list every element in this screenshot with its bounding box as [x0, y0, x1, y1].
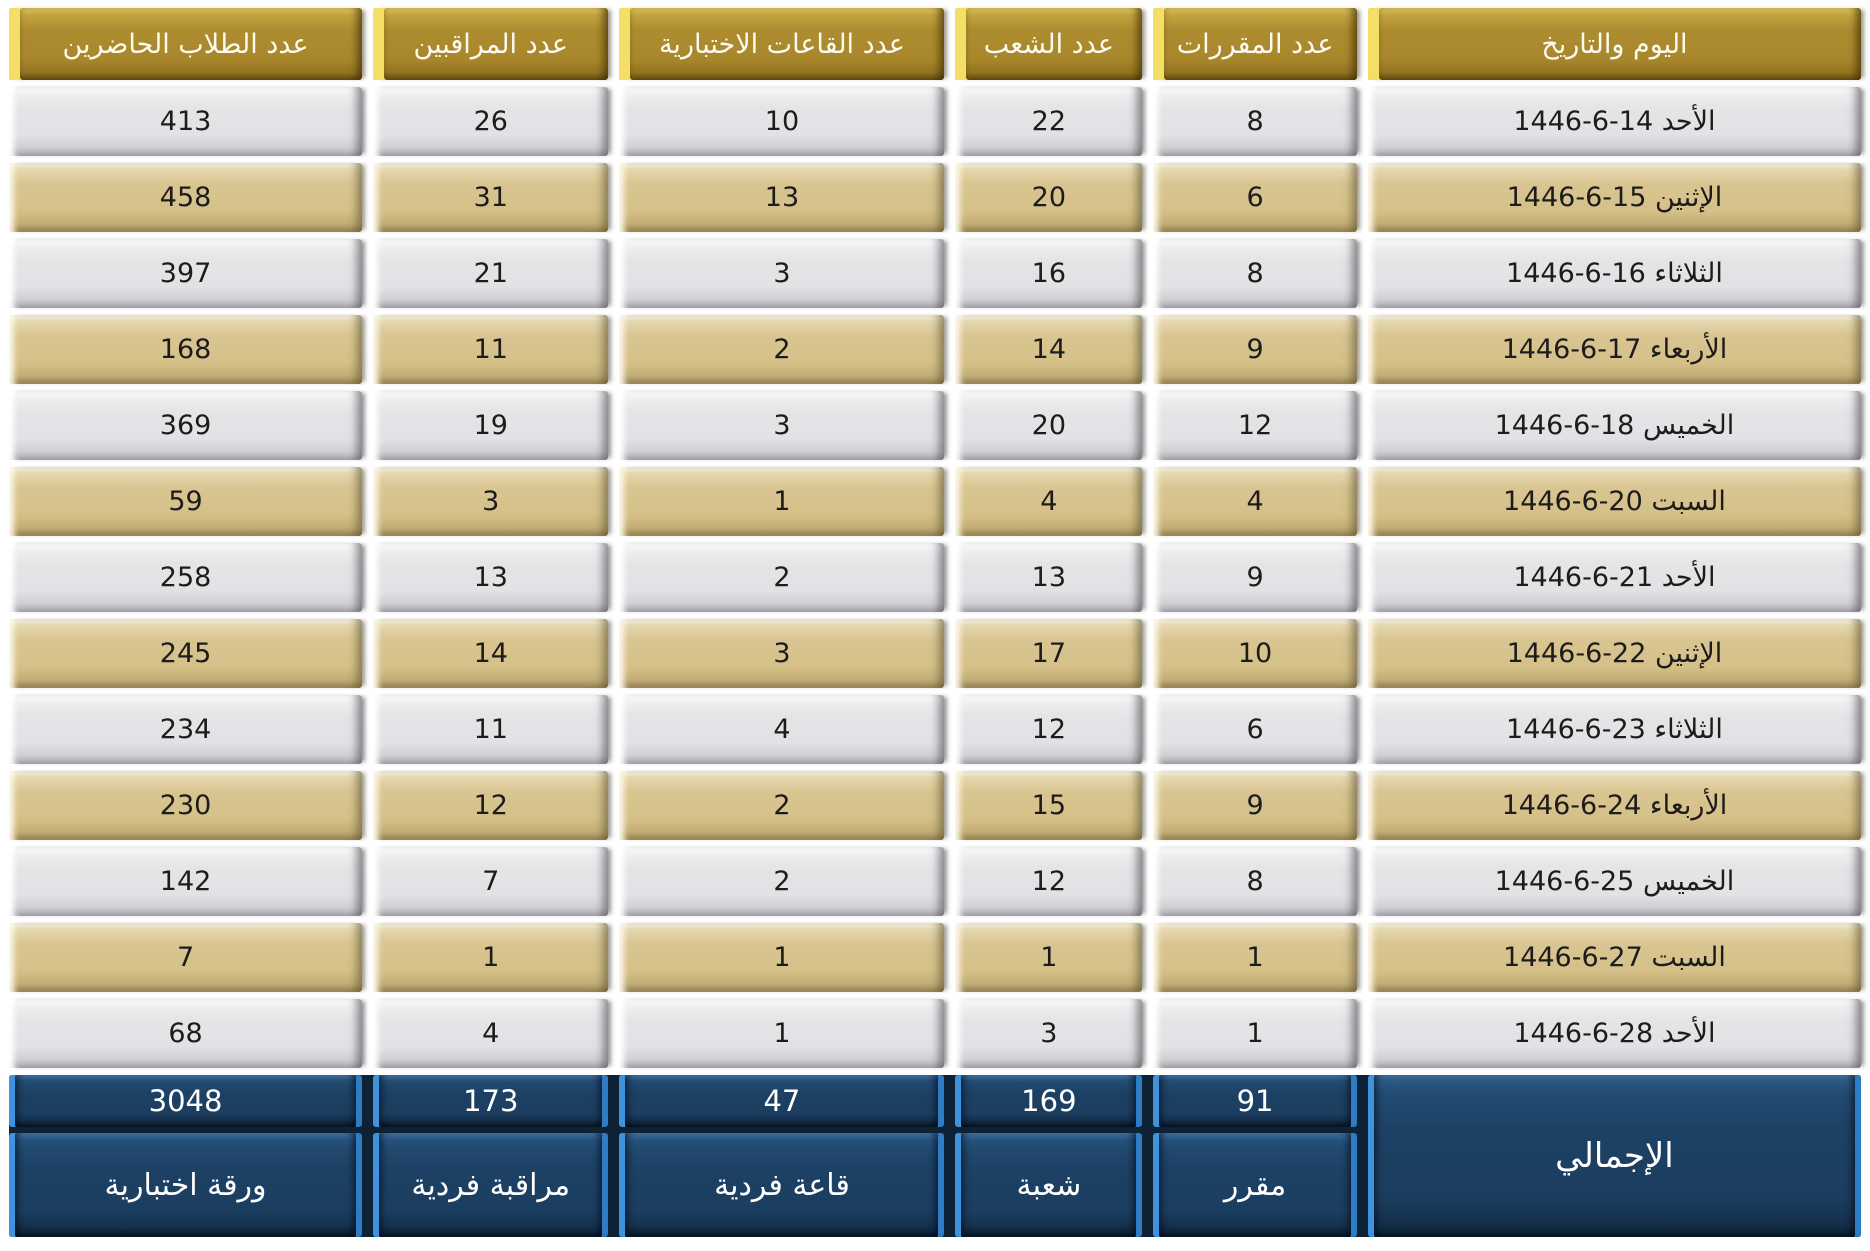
cell-courses: 9: [1153, 315, 1357, 384]
cell-courses: 8: [1153, 87, 1357, 156]
cell-courses: 6: [1153, 695, 1357, 764]
cell-students: 234: [9, 695, 363, 764]
exam-schedule-table: اليوم والتاريخ عدد المقررات عدد الشعب عد…: [9, 8, 1861, 1237]
cell-courses: 12: [1153, 391, 1357, 460]
cell-students: 59: [9, 467, 363, 536]
cell-date: الإثنين 22-6-1446: [1367, 619, 1861, 688]
cell-halls: 13: [619, 163, 945, 232]
cell-halls: 1: [619, 999, 945, 1068]
cell-proctors: 31: [373, 163, 609, 232]
cell-date: الأحد 21-6-1446: [1367, 543, 1861, 612]
cell-proctors: 12: [373, 771, 609, 840]
cell-courses: 9: [1153, 771, 1357, 840]
cell-students: 142: [9, 847, 363, 916]
footer-total-sections: 169: [955, 1075, 1143, 1127]
cell-courses: 8: [1153, 239, 1357, 308]
cell-courses: 9: [1153, 543, 1357, 612]
footer-unit-halls: قاعة فردية: [619, 1133, 945, 1237]
cell-sections: 15: [955, 771, 1143, 840]
cell-halls: 2: [619, 315, 945, 384]
cell-halls: 3: [619, 619, 945, 688]
cell-halls: 4: [619, 695, 945, 764]
cell-proctors: 26: [373, 87, 609, 156]
cell-proctors: 19: [373, 391, 609, 460]
header-halls: عدد القاعات الاختبارية: [619, 8, 945, 80]
cell-date: الأربعاء 24-6-1446: [1367, 771, 1861, 840]
cell-courses: 10: [1153, 619, 1357, 688]
cell-date: الإثنين 15-6-1446: [1367, 163, 1861, 232]
table-main: اليوم والتاريخ عدد المقررات عدد الشعب عد…: [9, 8, 1861, 1068]
cell-sections: 14: [955, 315, 1143, 384]
cell-proctors: 11: [373, 315, 609, 384]
cell-date: السبت 27-6-1446: [1367, 923, 1861, 992]
cell-courses: 4: [1153, 467, 1357, 536]
cell-halls: 2: [619, 543, 945, 612]
cell-date: الأربعاء 17-6-1446: [1367, 315, 1861, 384]
footer-unit-proctors: مراقبة فردية: [373, 1133, 609, 1237]
cell-sections: 4: [955, 467, 1143, 536]
cell-halls: 2: [619, 771, 945, 840]
cell-sections: 12: [955, 695, 1143, 764]
cell-halls: 3: [619, 239, 945, 308]
cell-halls: 1: [619, 923, 945, 992]
cell-proctors: 11: [373, 695, 609, 764]
cell-sections: 20: [955, 391, 1143, 460]
footer-total-courses: 91: [1153, 1075, 1357, 1127]
footer-total-proctors: 173: [373, 1075, 609, 1127]
cell-proctors: 4: [373, 999, 609, 1068]
cell-sections: 16: [955, 239, 1143, 308]
cell-sections: 13: [955, 543, 1143, 612]
cell-students: 369: [9, 391, 363, 460]
cell-date: الأحد 14-6-1446: [1367, 87, 1861, 156]
cell-students: 7: [9, 923, 363, 992]
cell-courses: 8: [1153, 847, 1357, 916]
header-courses: عدد المقررات: [1153, 8, 1357, 80]
cell-proctors: 1: [373, 923, 609, 992]
cell-courses: 1: [1153, 923, 1357, 992]
cell-proctors: 3: [373, 467, 609, 536]
cell-proctors: 14: [373, 619, 609, 688]
cell-date: الأحد 28-6-1446: [1367, 999, 1861, 1068]
cell-proctors: 7: [373, 847, 609, 916]
header-day-date: اليوم والتاريخ: [1367, 8, 1861, 80]
cell-halls: 1: [619, 467, 945, 536]
footer-unit-students: ورقة اختبارية: [9, 1133, 363, 1237]
cell-sections: 22: [955, 87, 1143, 156]
cell-students: 168: [9, 315, 363, 384]
header-students: عدد الطلاب الحاضرين: [9, 8, 363, 80]
cell-sections: 20: [955, 163, 1143, 232]
cell-date: السبت 20-6-1446: [1367, 467, 1861, 536]
cell-date: الثلاثاء 23-6-1446: [1367, 695, 1861, 764]
cell-sections: 1: [955, 923, 1143, 992]
cell-courses: 1: [1153, 999, 1357, 1068]
cell-students: 258: [9, 543, 363, 612]
cell-sections: 17: [955, 619, 1143, 688]
cell-halls: 3: [619, 391, 945, 460]
cell-halls: 2: [619, 847, 945, 916]
table-footer-totals: الإجمالي 91 169 47 173 3048 مقرر شعبة قا…: [9, 1075, 1861, 1237]
footer-total-label: الإجمالي: [1367, 1075, 1861, 1237]
footer-total-halls: 47: [619, 1075, 945, 1127]
cell-students: 397: [9, 239, 363, 308]
cell-sections: 3: [955, 999, 1143, 1068]
header-sections: عدد الشعب: [955, 8, 1143, 80]
cell-date: الخميس 18-6-1446: [1367, 391, 1861, 460]
cell-halls: 10: [619, 87, 945, 156]
cell-sections: 12: [955, 847, 1143, 916]
footer-unit-sections: شعبة: [955, 1133, 1143, 1237]
cell-proctors: 13: [373, 543, 609, 612]
cell-proctors: 21: [373, 239, 609, 308]
cell-students: 245: [9, 619, 363, 688]
cell-courses: 6: [1153, 163, 1357, 232]
header-proctors: عدد المراقبين: [373, 8, 609, 80]
footer-unit-courses: مقرر: [1153, 1133, 1357, 1237]
cell-date: الخميس 25-6-1446: [1367, 847, 1861, 916]
cell-students: 68: [9, 999, 363, 1068]
cell-students: 413: [9, 87, 363, 156]
cell-students: 230: [9, 771, 363, 840]
footer-total-students: 3048: [9, 1075, 363, 1127]
cell-students: 458: [9, 163, 363, 232]
cell-date: الثلاثاء 16-6-1446: [1367, 239, 1861, 308]
